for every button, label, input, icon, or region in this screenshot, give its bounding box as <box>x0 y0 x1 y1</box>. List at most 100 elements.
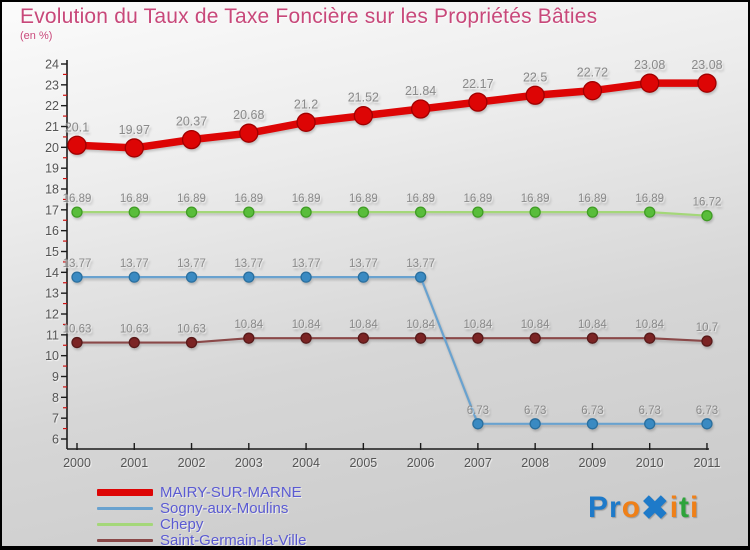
data-point <box>701 210 713 222</box>
data-label: 13.77 <box>177 258 206 270</box>
y-tick-label: 24 <box>45 58 59 72</box>
data-label: 16.89 <box>177 193 206 205</box>
x-tick-label: 2010 <box>636 456 664 470</box>
data-label: 13.77 <box>349 258 378 270</box>
data-point <box>357 271 370 283</box>
data-point <box>582 81 603 101</box>
data-label: 23.08 <box>634 58 665 72</box>
data-label: 21.2 <box>294 97 318 111</box>
data-label: 19.97 <box>119 123 150 137</box>
data-point <box>644 206 656 218</box>
data-point <box>644 332 656 344</box>
data-point <box>410 99 431 119</box>
data-label: 16.89 <box>63 193 92 205</box>
data-point <box>300 332 312 344</box>
data-label: 13.77 <box>63 258 92 270</box>
data-label: 10.84 <box>234 319 263 331</box>
data-label: 10.7 <box>696 322 718 334</box>
data-point <box>243 332 255 344</box>
legend-swatch-saint-germain-la-ville <box>97 539 153 542</box>
data-label: 16.89 <box>406 193 435 205</box>
data-point <box>586 332 599 344</box>
data-label: 13.77 <box>406 258 435 270</box>
logo-letter: o <box>621 491 642 524</box>
y-tick-label: 10 <box>45 349 59 363</box>
series-line <box>76 79 707 152</box>
data-point <box>472 418 484 430</box>
x-tick-label: 2004 <box>292 456 320 470</box>
data-point <box>71 271 83 283</box>
data-label: 16.89 <box>578 193 607 205</box>
data-point <box>586 206 599 218</box>
data-point <box>128 206 140 218</box>
data-point <box>185 206 198 218</box>
logo-letter: i <box>690 491 700 524</box>
data-label: 10.84 <box>463 319 492 331</box>
data-point <box>472 332 484 344</box>
data-label: 16.89 <box>120 193 149 205</box>
data-point <box>128 271 140 283</box>
data-point <box>468 92 488 112</box>
data-point <box>529 206 541 218</box>
data-label: 21.52 <box>348 91 379 105</box>
data-point <box>529 332 541 344</box>
data-label: 20.68 <box>233 108 264 122</box>
series-Saint-Germain-la-Ville: 10.63 10.63 10.63 10.84 10.84 10.84 10.84 10.84… <box>63 319 718 349</box>
y-tick-label: 23 <box>45 78 59 92</box>
data-point <box>353 106 374 126</box>
data-label: 6.73 <box>467 405 489 417</box>
y-tick-label: 14 <box>45 266 59 280</box>
data-label: 23.08 <box>691 58 722 72</box>
y-tick-label: 19 <box>45 162 59 176</box>
data-point <box>414 332 427 344</box>
y-tick-label: 16 <box>45 224 59 238</box>
x-tick-label: 2005 <box>349 456 377 470</box>
data-point <box>128 336 140 349</box>
data-point <box>296 112 316 132</box>
y-tick-label: 20 <box>45 141 59 155</box>
x-tick-label: 2011 <box>694 456 721 470</box>
data-point <box>71 206 83 218</box>
y-tick-label: 22 <box>45 99 59 113</box>
logo-letter: i <box>669 491 680 524</box>
data-label: 22.5 <box>523 70 547 84</box>
data-point <box>644 418 656 430</box>
y-tick-label: 8 <box>52 391 59 405</box>
y-tick-label: 17 <box>45 203 59 217</box>
proxiti-logo: Pro✖iti <box>588 488 699 527</box>
legend-swatch-mairy-sur-marne <box>97 489 153 496</box>
data-point <box>414 271 427 283</box>
data-point <box>300 206 312 218</box>
data-point <box>243 271 255 283</box>
y-tick-label: 15 <box>45 245 59 259</box>
x-tick-label: 2003 <box>235 456 263 470</box>
data-label: 16.89 <box>292 193 321 205</box>
data-label: 10.63 <box>63 324 92 336</box>
y-tick-label: 21 <box>45 120 59 134</box>
data-point <box>525 85 545 105</box>
data-label: 16.89 <box>635 193 664 205</box>
data-label: 6.73 <box>639 405 661 417</box>
legend-item: Sogny-aux-Moulins <box>97 501 306 516</box>
y-tick-label: 12 <box>45 308 59 322</box>
data-point <box>67 135 87 155</box>
legend-item: Chepy <box>97 516 306 533</box>
data-label: 10.84 <box>292 319 321 331</box>
data-point <box>472 206 484 218</box>
series-line <box>77 276 707 425</box>
series-line <box>77 337 708 344</box>
chart-title: Evolution du Taux de Taxe Foncière sur l… <box>20 5 598 28</box>
data-label: 13.77 <box>120 258 149 270</box>
data-label: 6.73 <box>524 405 546 417</box>
logo-letter: P <box>588 491 610 524</box>
data-point <box>586 418 599 430</box>
data-point <box>357 332 370 344</box>
y-tick-label: 13 <box>45 287 59 301</box>
y-tick-label: 6 <box>52 433 59 447</box>
legend-label: Chepy <box>160 516 204 533</box>
data-point <box>239 123 259 143</box>
data-label: 16.89 <box>234 193 263 205</box>
data-label: 10.84 <box>635 319 664 331</box>
data-point <box>300 271 312 283</box>
